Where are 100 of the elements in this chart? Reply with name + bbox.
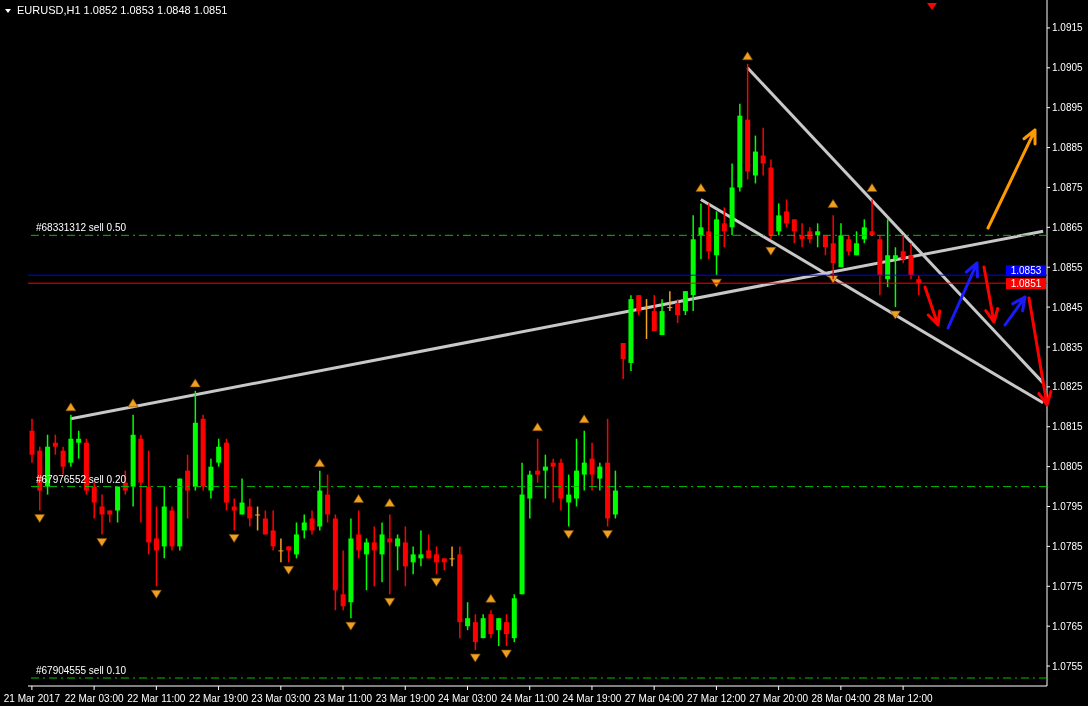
candlestick <box>356 509 362 560</box>
candlestick <box>659 298 665 336</box>
candlestick <box>387 513 393 596</box>
candlestick <box>892 246 898 308</box>
candlestick <box>675 298 681 324</box>
x-tick-label: 23 Mar 03:00 <box>251 693 311 704</box>
candlestick <box>395 533 401 572</box>
candlestick <box>869 198 875 237</box>
y-tick-label: 1.0845 <box>1052 301 1084 313</box>
point <box>228 534 240 543</box>
candlestick <box>908 242 914 280</box>
y-tick-label: 1.0895 <box>1052 102 1084 114</box>
candlestick <box>644 298 650 340</box>
candlestick <box>612 469 618 520</box>
point <box>742 51 753 61</box>
candlestick <box>542 453 548 500</box>
point <box>765 246 777 256</box>
candlestick <box>791 218 797 245</box>
x-tick-label: 22 Mar 11:00 <box>127 693 186 704</box>
ref-line-label: #68331312 sell 0.50 <box>36 222 127 234</box>
point <box>578 414 590 424</box>
point <box>485 593 497 603</box>
point <box>711 278 722 288</box>
y-tick-label: 1.0885 <box>1052 142 1084 154</box>
point <box>345 621 357 631</box>
x-tick-label: 22 Mar 19:00 <box>189 693 249 704</box>
x-tick-label: 28 Mar 04:00 <box>811 693 871 704</box>
y-tick-label: 1.0875 <box>1052 182 1084 193</box>
point <box>890 310 901 320</box>
candlestick <box>636 294 642 316</box>
candlestick <box>371 525 377 588</box>
point <box>151 589 162 599</box>
candlestick <box>410 545 416 576</box>
point <box>96 538 108 547</box>
point <box>384 498 396 507</box>
candlestick <box>363 537 369 592</box>
candlestick <box>597 461 603 492</box>
candlestick <box>153 505 159 588</box>
x-tick-label: 27 Mar 04:00 <box>624 693 685 704</box>
candlestick <box>815 222 821 249</box>
candlestick <box>293 521 299 560</box>
candlestick <box>698 202 704 260</box>
point <box>353 494 364 503</box>
y-tick-label: 1.0755 <box>1052 660 1084 672</box>
candlestick <box>301 513 307 540</box>
y-tick-label: 1.0765 <box>1052 620 1084 632</box>
candlestick <box>231 497 237 532</box>
y-tick-label: 1.0825 <box>1052 381 1084 393</box>
candlestick <box>846 234 852 257</box>
y-tick-label: 1.0785 <box>1052 540 1084 552</box>
candlestick <box>309 509 315 536</box>
candlestick <box>496 617 502 647</box>
ref-line-label: 1.0851 <box>1010 278 1042 290</box>
candlestick <box>830 214 836 280</box>
candlestick <box>760 126 766 177</box>
candlestick <box>325 473 331 524</box>
y-tick-label: 1.0865 <box>1052 221 1084 233</box>
candlestick <box>255 505 261 532</box>
x-tick-label: 24 Mar 11:00 <box>500 693 560 704</box>
candlestick <box>589 441 595 492</box>
point <box>866 183 878 192</box>
x-tick-label: 27 Mar 12:00 <box>686 693 747 704</box>
candlestick <box>239 477 245 516</box>
candlestick <box>706 202 712 260</box>
point <box>283 566 294 575</box>
candlestick <box>418 529 424 568</box>
candlestick <box>270 509 276 552</box>
point <box>563 530 574 539</box>
candlestick <box>29 418 35 464</box>
candlestick <box>185 453 191 520</box>
ref-line-label: 1.0853 <box>1010 265 1042 277</box>
candlestick <box>550 457 556 504</box>
candlestick <box>340 549 346 611</box>
candlestick <box>68 414 74 468</box>
candlestick <box>885 218 891 288</box>
point <box>695 183 707 192</box>
y-tick-label: 1.0915 <box>1052 22 1084 34</box>
candlestick <box>861 218 867 245</box>
candlestick <box>651 294 657 332</box>
point <box>602 530 613 539</box>
ref-line-label: #67904555 sell 0.10 <box>36 665 127 677</box>
point <box>127 398 139 408</box>
y-tick-label: 1.0835 <box>1052 341 1084 353</box>
point <box>827 199 839 208</box>
candlestick <box>449 545 455 568</box>
candlestick <box>52 433 58 456</box>
point <box>189 378 201 388</box>
candlestick <box>208 457 214 500</box>
chart-title: EURUSD,H1 1.0852 1.0853 1.0848 1.0851 <box>17 4 228 16</box>
candlestick <box>752 134 758 185</box>
candlestick <box>433 545 439 576</box>
candlestick <box>247 497 253 528</box>
point <box>501 649 512 659</box>
candlestick <box>900 234 906 264</box>
candlestick <box>76 429 82 460</box>
candlestick <box>379 521 385 584</box>
x-tick-label: 28 Mar 12:00 <box>873 693 933 704</box>
x-tick-label: 23 Mar 11:00 <box>313 693 373 704</box>
candlestick <box>581 429 587 492</box>
candlestick <box>776 202 782 237</box>
